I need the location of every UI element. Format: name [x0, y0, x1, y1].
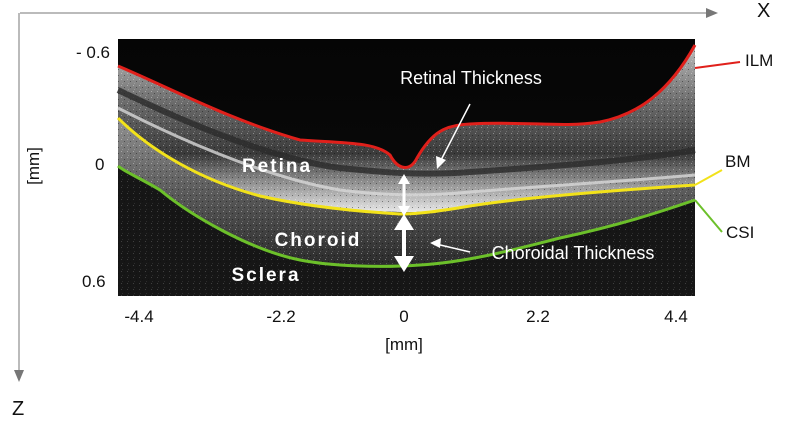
x-tick-2-2: 2.2 [526, 307, 550, 326]
y-axis-unit: [mm] [24, 147, 43, 185]
x-tick-neg-2-2: -2.2 [266, 307, 296, 326]
x-tick-neg-4-4: -4.4 [124, 307, 154, 326]
retina-label: Retina [242, 156, 312, 177]
choroid-speckle [118, 120, 695, 267]
retinal-thickness-arrowhead-top [398, 174, 410, 184]
z-arrow-label: Z [12, 398, 25, 420]
y-tick-0: 0 [95, 155, 105, 174]
sclera-speckle [118, 166, 695, 296]
retina-dark-band [116, 87, 696, 177]
choroidal-thickness-arrowhead-top [394, 214, 414, 230]
retinal-thickness-pointer-head [436, 156, 446, 169]
sclera-label: Sclera [231, 265, 300, 286]
x-arrow-label: X [757, 0, 771, 22]
bm-boundary-line [116, 116, 696, 216]
choroidal-thickness-label: Choroidal Thickness [492, 243, 655, 263]
x-axis-unit: [mm] [385, 335, 423, 354]
y-tick-0-6: 0.6 [82, 272, 106, 291]
x-tick-0: 0 [399, 307, 409, 326]
csi-label: CSI [726, 223, 755, 242]
csi-boundary-line [117, 164, 696, 268]
choroidal-thickness-pointer [435, 243, 471, 253]
x-axis-arrowhead [706, 8, 718, 18]
bm-label: BM [725, 152, 751, 171]
retinal-thickness-label: Retinal Thickness [400, 68, 542, 88]
x-tick-4-4: 4.4 [664, 307, 688, 326]
retinal-thickness-pointer [439, 103, 471, 163]
retinal-thickness-arrowhead-bottom [398, 206, 410, 216]
y-tick-neg-0-6: - 0.6 [76, 43, 111, 62]
ilm-label: ILM [745, 51, 774, 70]
z-axis-arrowhead [14, 370, 24, 382]
retina-bright-band [117, 106, 696, 197]
choroidal-thickness-pointer-head [430, 238, 441, 248]
bm-leader-line [694, 169, 723, 186]
ilm-boundary-line [117, 44, 697, 169]
csi-leader-line [694, 199, 723, 233]
ilm-leader-line [694, 61, 741, 69]
choroidal-thickness-arrowhead-bottom [394, 256, 414, 272]
choroid-label: Choroid [275, 230, 362, 251]
